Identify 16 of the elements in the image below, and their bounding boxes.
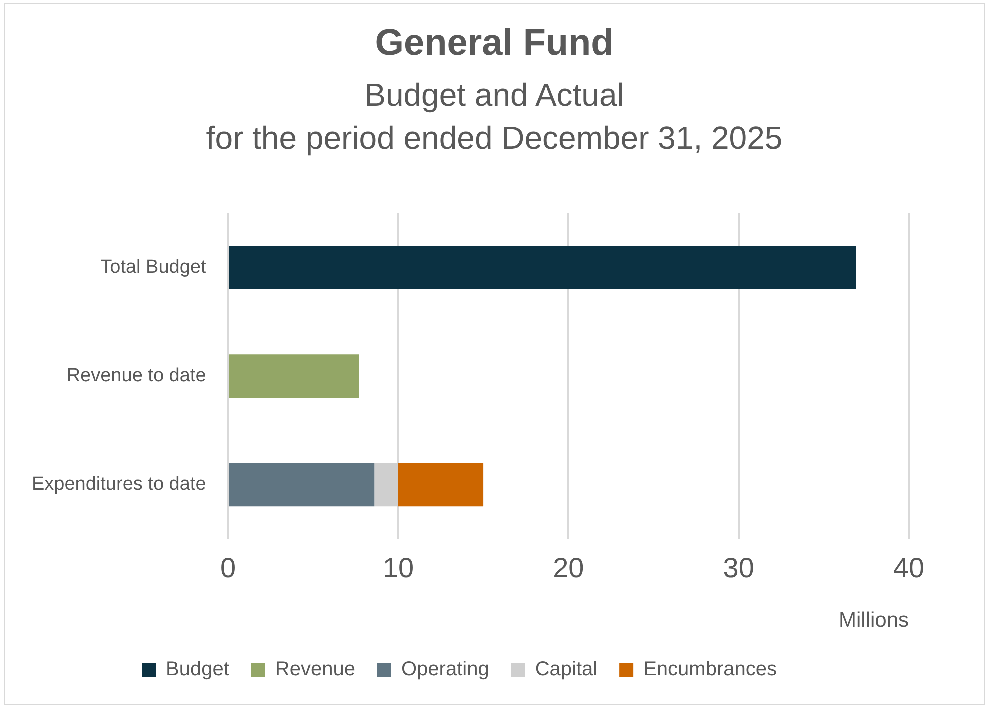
legend-label: Operating [401,658,490,681]
legend-label: Capital [535,658,598,681]
x-tick-label: 20 [553,552,584,584]
y-tick-label: Revenue to date [66,366,206,387]
y-tick-label: Total Budget [100,256,207,278]
x-tick-label: 10 [382,552,414,584]
x-tick-label: 40 [893,552,925,584]
legend-label: Budget [166,658,230,681]
legend-label: Encumbrances [644,658,777,681]
chart-title: General Fund [374,22,615,64]
chart-subtitle: Budget and Actual for the period ended December 31, 2025 [205,76,784,158]
x-tick-label: 0 [220,552,236,584]
x-axis-title: Millions [838,609,909,632]
legend-label: Revenue [275,658,356,681]
x-tick-label: 30 [723,552,754,584]
y-tick-label: Expenditures to date [32,474,206,496]
